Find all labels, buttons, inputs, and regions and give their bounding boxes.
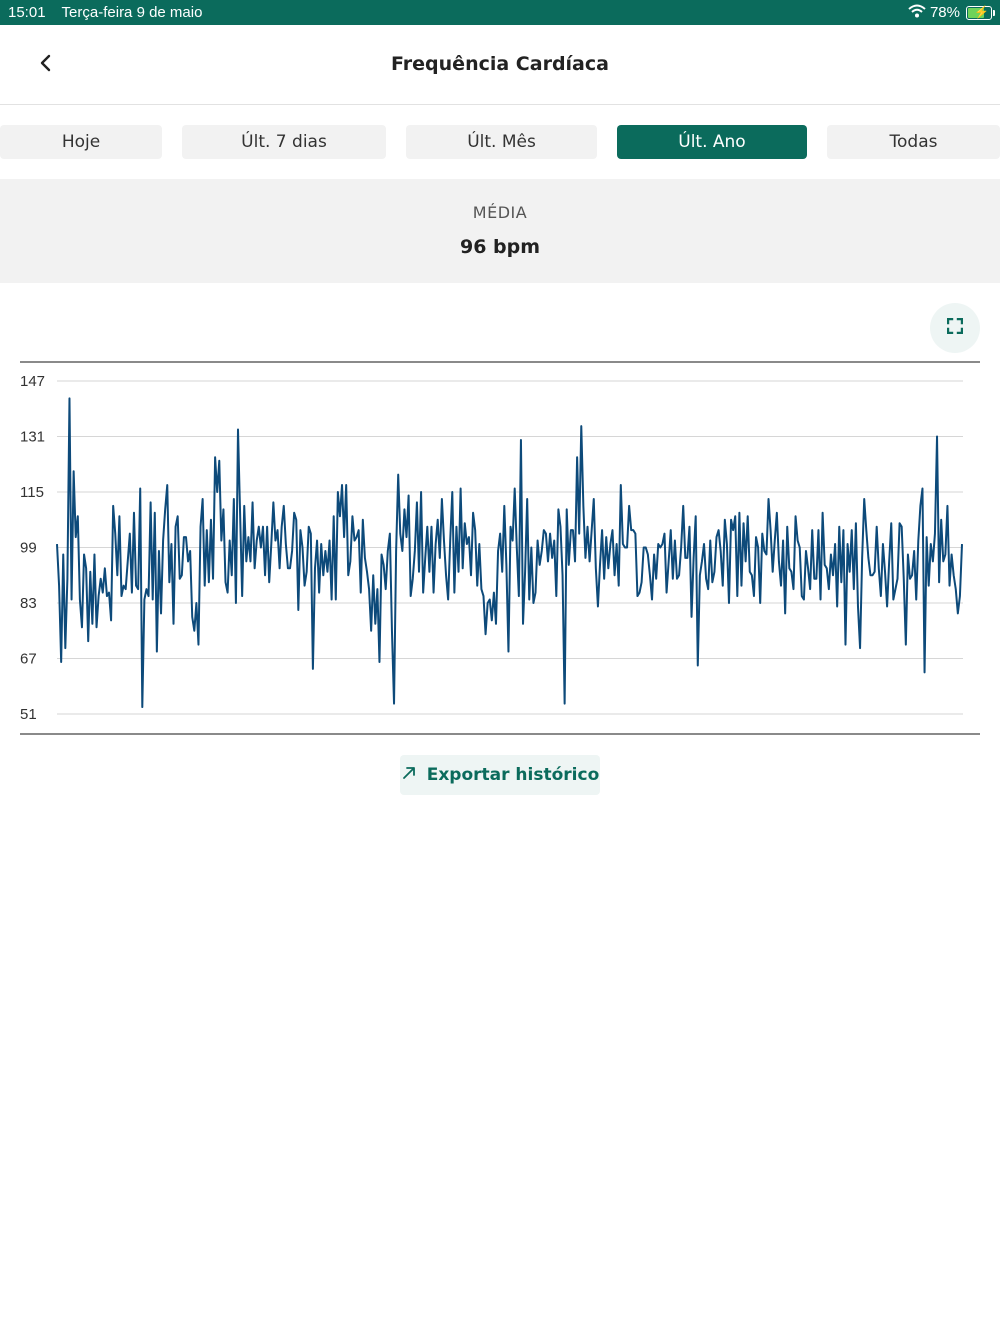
y-tick-label: 147 [20,373,45,390]
y-tick-label: 51 [20,706,37,723]
tab-label: Todas [889,132,938,152]
battery-percent: 78% [929,4,960,21]
expand-icon [946,317,964,338]
wifi-icon [908,4,926,22]
y-tick-label: 83 [20,595,37,612]
tab-label: Últ. Mês [467,132,536,152]
y-tick-label: 131 [20,429,45,446]
chart-svg: 147 131 115 99 83 67 51 [20,361,980,735]
tab-todas[interactable]: Todas [827,125,1000,159]
tab-label: Últ. Ano [678,132,746,152]
battery-icon: ⚡ [966,4,995,20]
expand-chart-button[interactable] [930,303,980,353]
average-label: MÉDIA [472,203,528,222]
average-summary: MÉDIA 96 bpm [0,179,1000,283]
tab-ult-7-dias[interactable]: Últ. 7 dias [182,125,386,159]
y-tick-label: 115 [20,484,44,501]
status-time: 15:01 [8,4,46,21]
export-label: Exportar histórico [426,765,600,785]
period-tabs: Hoje Últ. 7 dias Últ. Mês Últ. Ano Todas [0,125,1000,159]
status-date: Terça-feira 9 de maio [61,4,203,21]
page-title: Frequência Cardíaca [391,53,609,75]
tab-hoje[interactable]: Hoje [0,125,162,159]
status-right: 78% ⚡ [908,4,995,22]
arrow-up-right-icon [401,765,417,785]
battery-level [968,7,985,18]
status-bar: 15:01 Terça-feira 9 de maio 78% ⚡ [0,0,1000,25]
chevron-left-icon [38,53,52,77]
y-tick-label: 67 [20,651,37,668]
average-value: 96 bpm [459,236,541,258]
tab-label: Últ. 7 dias [241,132,327,152]
back-button[interactable] [28,47,62,83]
tab-label: Hoje [61,132,101,152]
heart-rate-chart: 147 131 115 99 83 67 51 [0,360,1000,738]
charging-bolt-icon: ⚡ [974,4,989,19]
export-history-button[interactable]: Exportar histórico [400,755,600,795]
tab-ult-mes[interactable]: Últ. Mês [406,125,597,159]
y-tick-label: 99 [20,540,37,557]
header: Frequência Cardíaca [0,25,1000,105]
tab-ult-ano[interactable]: Últ. Ano [617,125,807,159]
heart-rate-series-line [56,397,963,709]
